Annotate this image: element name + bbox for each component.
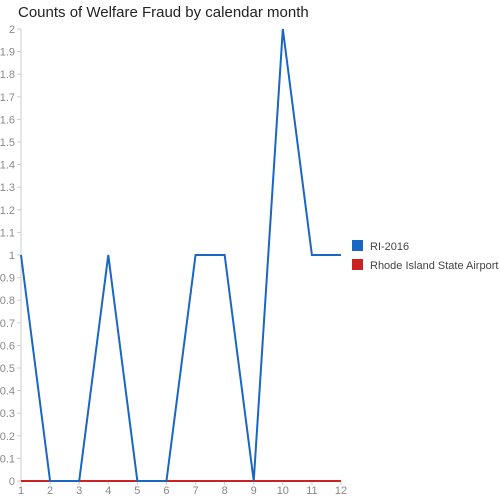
x-tick-label: 2 [47, 485, 53, 497]
y-tick-label: 0.9 [0, 273, 15, 285]
y-tick-label: 0.6 [0, 340, 15, 352]
x-tick-label: 4 [105, 485, 111, 497]
series-lines [21, 29, 341, 481]
y-tick-label: 0.4 [0, 386, 15, 398]
x-tick-label: 8 [222, 485, 228, 497]
legend-swatch [352, 259, 363, 270]
y-tick-label: 0.2 [0, 431, 15, 443]
y-tick-label: 1.4 [0, 160, 15, 172]
x-tick-label: 7 [192, 485, 198, 497]
y-tick-label: 1.6 [0, 114, 15, 126]
x-tick-label: 12 [335, 485, 347, 497]
x-tick-label: 10 [277, 485, 289, 497]
legend-swatch [352, 240, 363, 251]
x-tick-labels: 1 2 3 4 5 6 7 8 9 10 11 12 [18, 481, 347, 497]
y-tick-label: 1.3 [0, 182, 15, 194]
y-tick-label: 1.7 [0, 92, 15, 104]
legend: RI-2016 Rhode Island State Airport [352, 240, 498, 272]
y-tick-label: 0.8 [0, 295, 15, 307]
x-tick-label: 3 [76, 485, 82, 497]
y-tick-label: 1.5 [0, 137, 15, 149]
y-tick-label: 0.1 [0, 453, 15, 465]
y-tick-label: 0.5 [0, 363, 15, 375]
x-tick-label: 5 [134, 485, 140, 497]
y-tick-label: 1.1 [0, 227, 15, 239]
y-tick-label: 2 [9, 24, 15, 36]
x-tick-label: 11 [306, 485, 317, 497]
x-tick-label: 1 [18, 485, 24, 497]
y-tick-label: 0.3 [0, 408, 15, 420]
y-tick-labels: 0 0.1 0.2 0.3 0.4 0.5 0.6 0.7 0.8 0.9 1 1.1 1.2 1.3 1.… [0, 24, 21, 488]
series-line [21, 29, 341, 481]
y-tick-label: 1.8 [0, 69, 15, 81]
legend-label: Rhode Island State Airport [370, 260, 498, 272]
y-tick-label: 0.7 [0, 318, 15, 330]
y-tick-label: 0 [9, 476, 15, 488]
y-tick-label: 1.9 [0, 47, 15, 59]
legend-label: RI-2016 [370, 241, 409, 253]
y-tick-label: 1 [9, 250, 15, 262]
x-tick-label: 9 [251, 485, 257, 497]
x-tick-label: 6 [163, 485, 169, 497]
y-tick-label: 1.2 [0, 205, 15, 217]
